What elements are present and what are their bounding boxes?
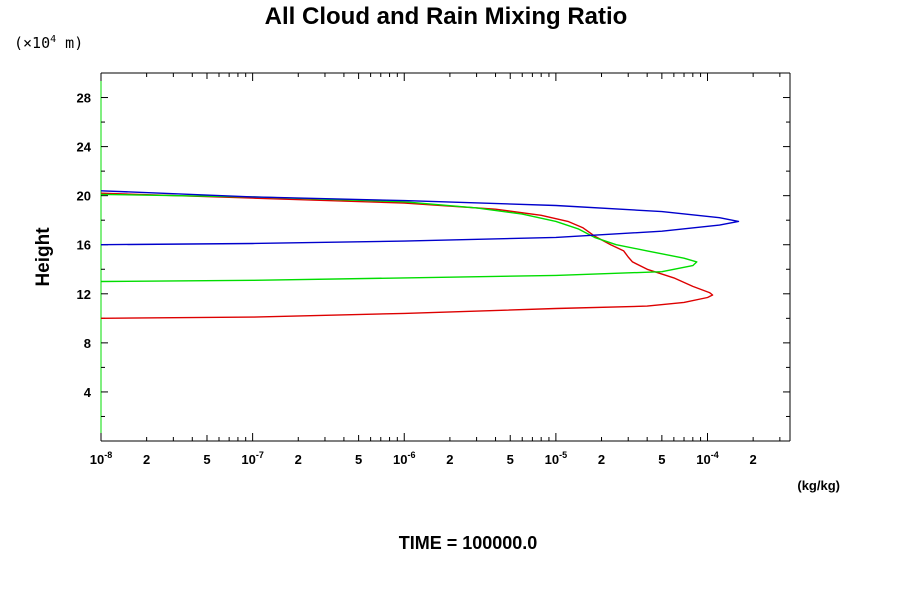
y-tick-label: 12 (77, 287, 91, 302)
x-tick-label: 5 (507, 452, 514, 467)
time-label: TIME = 100000.0 (399, 533, 538, 553)
x-tick-label: 2 (750, 452, 757, 467)
y-tick-label: 20 (77, 189, 91, 204)
x-tick-label-base: 2 (598, 452, 605, 467)
x-tick-label-base: 10 (241, 452, 255, 467)
x-tick-label: 10-6 (393, 450, 415, 467)
x-tick-label-exponent: -7 (256, 450, 264, 460)
y-axis-label: Height (33, 227, 54, 287)
x-tick-label: 10-8 (90, 450, 112, 467)
x-tick-label-base: 10 (90, 452, 104, 467)
x-tick-label-exponent: -6 (407, 450, 415, 460)
plot-frame (100, 72, 791, 442)
y-unit-prefix: (×10 (14, 34, 50, 52)
x-tick-label-base: 2 (446, 452, 453, 467)
series-line-3 (100, 190, 740, 246)
x-tick-label: 2 (295, 452, 302, 467)
x-tick-label: 2 (446, 452, 453, 467)
x-tick-label-exponent: -5 (559, 450, 567, 460)
x-tick-label: 5 (203, 452, 210, 467)
x-tick-label: 2 (598, 452, 605, 467)
x-tick-label-base: 10 (545, 452, 559, 467)
x-tick-label-base: 10 (393, 452, 407, 467)
y-unit-exponent: 4 (50, 34, 56, 45)
series-group (100, 190, 740, 319)
x-tick-label: 10-7 (241, 450, 263, 467)
y-tick-label: 24 (77, 140, 92, 155)
x-tick-label-base: 2 (295, 452, 302, 467)
x-tick-label-base: 5 (203, 452, 210, 467)
y-tick-label: 28 (77, 91, 91, 106)
y-axis: 4 8 12 16 20 24 28 (77, 91, 790, 417)
x-tick-label: 5 (658, 452, 665, 467)
x-tick-label-base: 2 (750, 452, 757, 467)
x-unit-label: (kg/kg) (797, 478, 840, 493)
chart-title: All Cloud and Rain Mixing Ratio (265, 3, 628, 30)
x-tick-label: 2 (143, 452, 150, 467)
x-tick-label-base: 2 (143, 452, 150, 467)
x-tick-label-exponent: -4 (711, 450, 719, 460)
series-line-1 (100, 192, 714, 319)
series-line-2 (100, 193, 698, 283)
x-tick-label-base: 10 (696, 452, 710, 467)
x-tick-label: 10-5 (545, 450, 567, 467)
y-tick-label: 16 (77, 238, 91, 253)
y-tick-label: 8 (84, 336, 91, 351)
y-unit-suffix: m) (56, 34, 83, 52)
x-tick-label-base: 5 (507, 452, 514, 467)
x-tick-label: 5 (355, 452, 362, 467)
x-tick-label-base: 5 (658, 452, 665, 467)
y-unit-label: (×104 m) (14, 34, 83, 52)
x-axis: 10-8 2 5 10-7 2 5 10-6 2 5 10-5 2 5 10-4 2 (90, 73, 781, 467)
x-tick-label: 10-4 (696, 450, 718, 467)
x-tick-label-base: 5 (355, 452, 362, 467)
y-tick-label: 4 (84, 385, 92, 400)
x-tick-label-exponent: -8 (104, 450, 112, 460)
